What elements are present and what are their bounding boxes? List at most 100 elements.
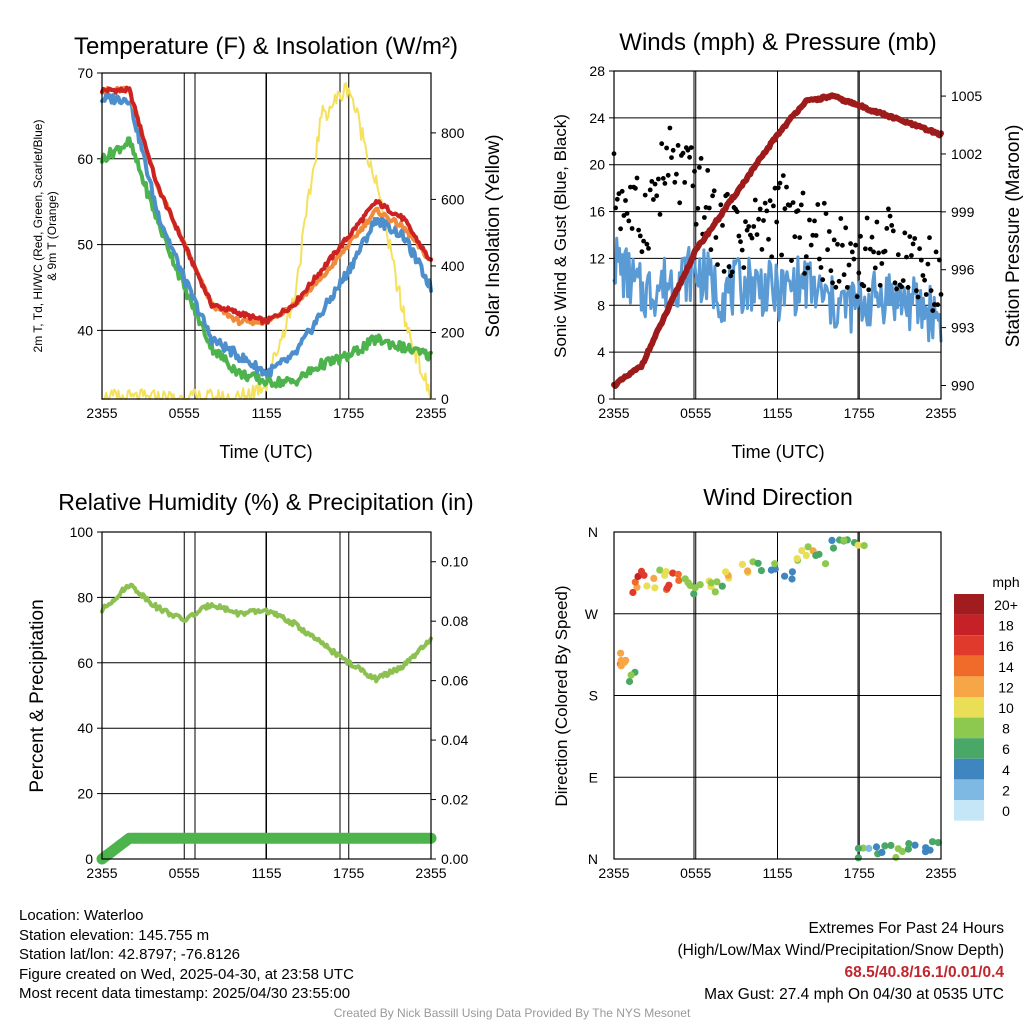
gust-point (820, 277, 826, 283)
gust-point (626, 218, 632, 224)
direction-point (922, 844, 930, 852)
pressure-line (611, 92, 944, 389)
legend-swatch (954, 655, 984, 677)
humidity-xtick-label: 0555 (169, 865, 200, 881)
gust-point (815, 202, 821, 207)
gust-point (706, 205, 712, 211)
gust-point (803, 254, 809, 259)
gust-point (690, 183, 696, 189)
gust-point (874, 219, 880, 225)
gust-point (682, 180, 688, 185)
insolation-ytick-right-label: 600 (441, 191, 465, 207)
gust-point (718, 202, 724, 208)
direction-point (656, 566, 664, 574)
gust-point (710, 193, 715, 199)
winds-ytick-label: 12 (589, 250, 605, 266)
direction-point (934, 839, 942, 847)
gust-point (642, 192, 648, 198)
gust-point (729, 269, 735, 275)
gust-point (702, 215, 707, 220)
gust-point (715, 262, 720, 267)
winds-ytick-label: 8 (597, 297, 605, 313)
gust-point (782, 206, 788, 212)
gust-point (743, 219, 748, 225)
gust-point (935, 302, 941, 308)
legend-swatch (954, 635, 984, 656)
precip-ytick-right-label: 0.08 (441, 613, 468, 629)
gust-point (775, 185, 781, 191)
precip-ytick-right-label: 0.06 (441, 673, 468, 689)
gust-point (833, 284, 839, 290)
gust-point (780, 173, 786, 179)
direction-point (928, 838, 937, 846)
temperature-frame (101, 72, 432, 400)
direction-point (675, 576, 683, 585)
legend-label: 20+ (994, 597, 1018, 613)
gust-point (633, 185, 638, 191)
legend-label: 2 (1002, 782, 1010, 798)
precip-line (96, 832, 437, 865)
gust-point (797, 235, 803, 241)
direction-point (887, 841, 895, 850)
gust-point (754, 232, 760, 238)
gust-point (665, 172, 671, 178)
pressure-ytick-right-label: 996 (951, 262, 975, 278)
direction-point (804, 543, 812, 551)
gust-point (882, 248, 888, 254)
precip-ytick-right-label: 0.02 (441, 792, 468, 808)
gust-point (711, 188, 717, 194)
gust-point (744, 227, 750, 233)
gust-point (674, 171, 679, 177)
gust-point (713, 235, 719, 240)
temperature-ytick-label: 40 (77, 322, 93, 338)
direction-point (754, 559, 762, 567)
direction-xtick-label: 1755 (844, 865, 875, 881)
gust-point (904, 254, 909, 260)
gust-point (918, 257, 924, 263)
precip-ytick-right-label: 0.00 (441, 851, 468, 867)
gust-point (912, 236, 918, 241)
humidity-frame (101, 531, 432, 860)
gust-point (807, 217, 812, 223)
extremes-values: 68.5/40.8/16.1/0.01/0.4 (844, 964, 1004, 981)
winds-xtick-label: 2355 (925, 405, 956, 421)
direction-ylabel: Direction (Colored By Speed) (552, 585, 571, 806)
humidity-ytick-label: 40 (77, 720, 93, 736)
gust-point (660, 176, 666, 181)
gust-point (728, 273, 734, 279)
humidity-ytick-label: 80 (77, 589, 93, 605)
gust-point (636, 227, 641, 233)
gust-point (905, 285, 911, 290)
gust-point (861, 283, 867, 289)
direction-xtick-label: 0555 (680, 865, 711, 881)
direction-point (707, 579, 715, 587)
gust-point (647, 187, 653, 193)
gust-point (843, 225, 849, 231)
legend-swatch (954, 779, 984, 800)
temperature-xtick-label: 1755 (333, 405, 364, 421)
windchill-line (100, 92, 433, 378)
gust-point (914, 288, 919, 294)
gust-point (923, 292, 929, 297)
gust-point (853, 242, 858, 248)
gust-point (688, 145, 694, 151)
gust-point (680, 150, 686, 156)
gust-point (759, 247, 765, 252)
direction-point (718, 582, 726, 590)
gust-point (734, 209, 740, 215)
legend-label: 18 (998, 618, 1014, 634)
direction-point (744, 567, 752, 575)
winds-ytick-label: 20 (589, 157, 605, 173)
insolation-ylabel: Solar Insolation (Yellow) (483, 134, 504, 337)
gust-point (659, 141, 665, 147)
direction-point (911, 841, 919, 849)
max-gust: Max Gust: 27.4 mph On 04/30 at 0535 UTC (704, 986, 1004, 1003)
temperature-ytick-label: 50 (77, 237, 93, 253)
temperature-ytick-label: 70 (77, 65, 93, 81)
gust-point (746, 224, 752, 229)
insolation-ytick-right-label: 400 (441, 258, 465, 274)
gust-point (818, 265, 824, 270)
gust-point (808, 242, 814, 248)
